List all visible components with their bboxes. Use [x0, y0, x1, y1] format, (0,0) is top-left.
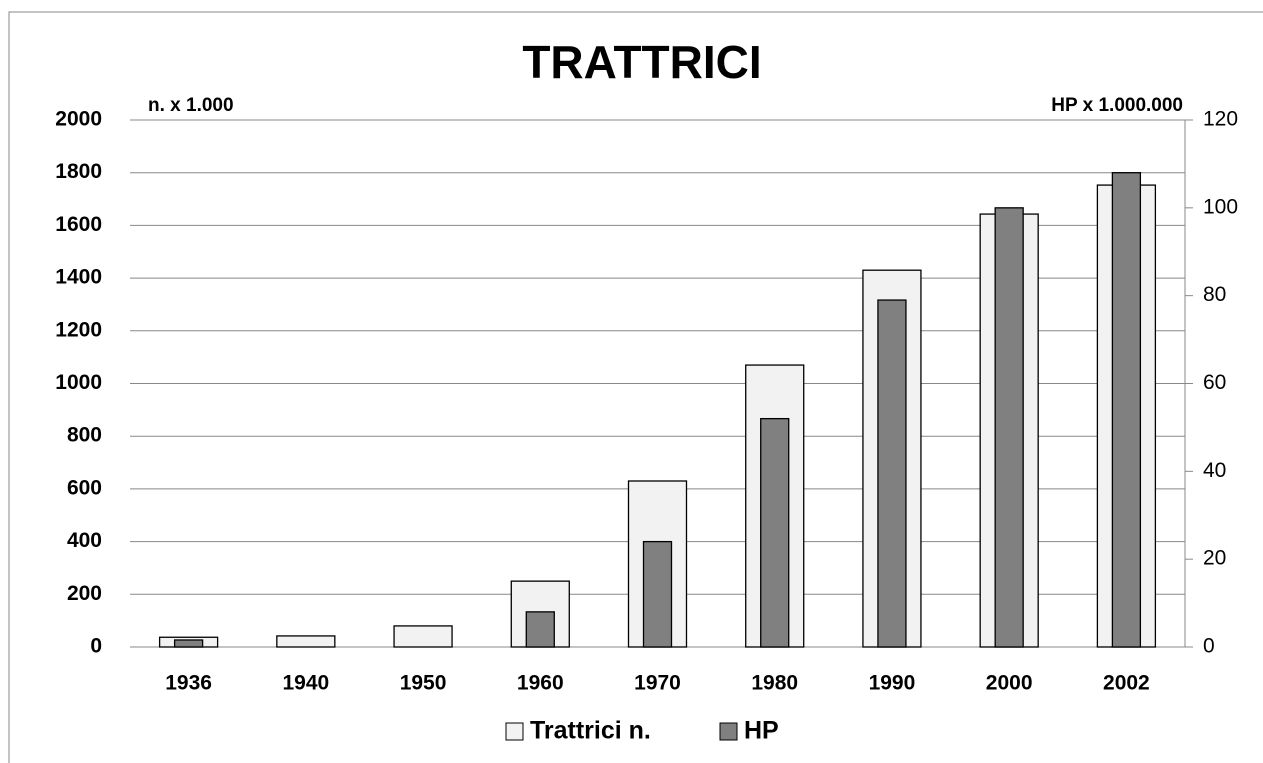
y-tick-label: 1200: [55, 318, 102, 341]
bar: [760, 417, 790, 648]
chart-title: TRATTRICI: [522, 36, 761, 88]
bar: [994, 207, 1024, 648]
x-tick-label: 1940: [282, 672, 329, 695]
x-tick-label: 2002: [1103, 672, 1150, 695]
y2-tick-label: 60: [1203, 371, 1226, 394]
x-tick-label: 1960: [517, 672, 564, 695]
y-tick-label: 400: [67, 529, 102, 552]
y-tick-label: 2000: [55, 108, 102, 131]
legend-label: Trattrici n.: [530, 717, 651, 745]
legend-swatch: [719, 722, 738, 741]
bar: [877, 299, 907, 648]
legend-label: HP: [744, 717, 779, 745]
bar: [1111, 172, 1142, 648]
bar: [525, 611, 555, 648]
y2-tick-label: 0: [1203, 635, 1215, 658]
bar: [276, 635, 336, 648]
y-tick-label: 800: [67, 424, 102, 447]
bar: [393, 625, 453, 648]
y2-tick-label: 120: [1203, 108, 1238, 131]
y-tick-label: 200: [67, 582, 102, 605]
y-axis-label: n. x 1.000: [148, 95, 234, 116]
y-tick-label: 600: [67, 476, 102, 499]
y-tick-label: 1400: [55, 266, 102, 289]
y2-tick-label: 80: [1203, 283, 1226, 306]
x-tick-label: 1980: [751, 672, 798, 695]
legend-swatch: [505, 722, 524, 741]
y2-tick-label: 20: [1203, 547, 1226, 570]
x-tick-label: 1936: [165, 672, 212, 695]
y-tick-label: 1600: [55, 213, 102, 236]
x-tick-label: 1990: [869, 672, 916, 695]
y-tick-label: 0: [90, 635, 102, 658]
x-tick-label: 2000: [986, 672, 1033, 695]
y2-tick-label: 40: [1203, 459, 1226, 482]
y-tick-label: 1800: [55, 160, 102, 183]
y-tick-label: 1000: [55, 371, 102, 394]
x-tick-label: 1970: [634, 672, 681, 695]
y2-axis-label: HP x 1.000.000: [1051, 95, 1183, 116]
chart-frame: [8, 11, 1263, 763]
y2-tick-label: 100: [1203, 195, 1238, 218]
bar: [642, 540, 673, 648]
x-tick-label: 1950: [400, 672, 447, 695]
bar: [173, 639, 204, 648]
